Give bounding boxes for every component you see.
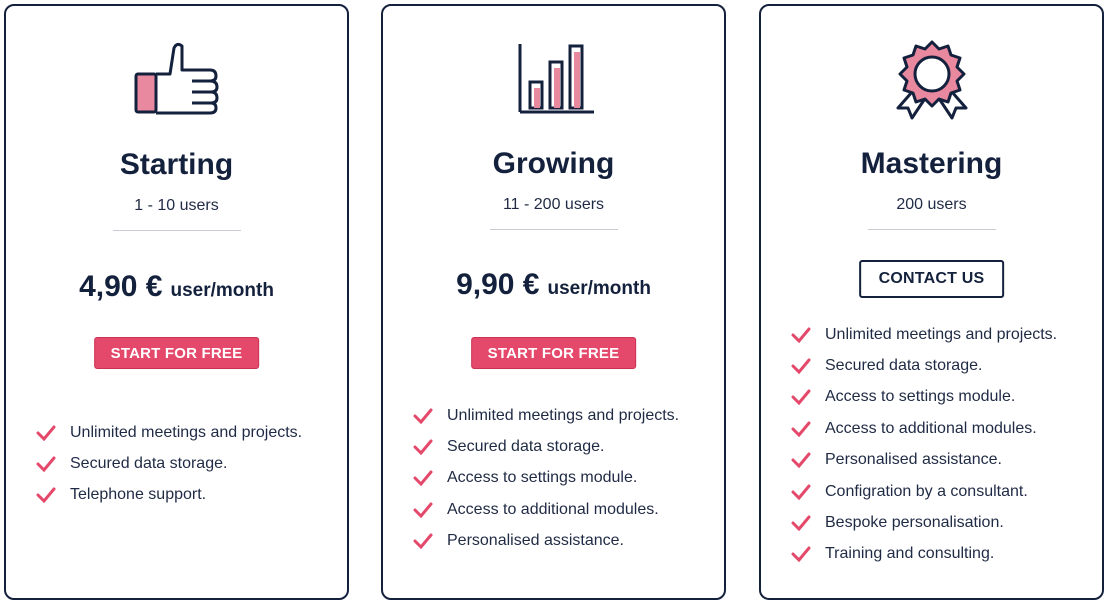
check-icon — [791, 546, 811, 563]
feature-list: Unlimited meetings and projects. Secured… — [791, 319, 1092, 570]
start-for-free-button[interactable]: START FOR FREE — [470, 337, 637, 369]
start-for-free-button[interactable]: START FOR FREE — [93, 337, 260, 369]
bar-chart-icon — [518, 44, 594, 114]
feature-text: Access to settings module. — [825, 388, 1016, 406]
feature-text: Personalised assistance. — [825, 451, 1002, 469]
list-item: Training and consulting. — [791, 539, 1092, 570]
feature-text: Bespoke personalisation. — [825, 514, 1004, 532]
list-item: Unlimited meetings and projects. — [36, 417, 337, 448]
feature-text: Access to additional modules. — [825, 419, 1037, 437]
feature-text: Training and consulting. — [825, 545, 995, 563]
price-row: 4,90 € user/month — [6, 270, 347, 304]
feature-text: Access to settings module. — [447, 469, 638, 487]
feature-text: Unlimited meetings and projects. — [825, 325, 1058, 343]
price-amount: 4,90 € — [79, 270, 163, 303]
list-item: Secured data storage. — [413, 431, 714, 462]
feature-text: Configration by a consultant. — [825, 482, 1028, 500]
check-icon — [791, 515, 811, 532]
list-item: Unlimited meetings and projects. — [791, 319, 1092, 350]
divider — [867, 229, 996, 230]
price-amount: 9,90 € — [456, 268, 540, 301]
plan-card-growing: Growing 11 - 200 users 9,90 € user/month … — [381, 4, 726, 600]
list-item: Access to additional modules. — [791, 413, 1092, 444]
list-item: Unlimited meetings and projects. — [413, 400, 714, 431]
plan-title: Mastering — [860, 147, 1003, 180]
feature-list: Unlimited meetings and projects. Secured… — [36, 417, 337, 511]
check-icon — [413, 470, 433, 487]
check-icon — [791, 484, 811, 500]
plan-card-starting: Starting 1 - 10 users 4,90 € user/month S… — [4, 4, 349, 600]
list-item: Access to settings module. — [413, 463, 714, 494]
list-item: Personalised assistance. — [413, 526, 714, 557]
divider — [112, 230, 241, 231]
check-icon — [791, 389, 811, 406]
award-badge-icon — [896, 40, 967, 120]
plan-title: Growing — [492, 147, 615, 180]
check-icon — [36, 425, 56, 441]
thumbs-up-icon — [134, 42, 218, 115]
list-item: Configration by a consultant. — [791, 476, 1092, 507]
check-icon — [36, 487, 56, 504]
plan-users: 200 users — [896, 196, 967, 213]
check-icon — [413, 502, 433, 518]
price-row: 9,90 € user/month — [383, 268, 724, 302]
feature-text: Personalised assistance. — [447, 532, 624, 550]
check-icon — [791, 327, 811, 343]
list-item: Personalised assistance. — [791, 445, 1092, 476]
feature-text: Unlimited meetings and projects. — [447, 406, 680, 424]
list-item: Secured data storage. — [791, 350, 1092, 381]
plan-card-mastering: Mastering 200 users CONTACT US Unlimited… — [759, 4, 1104, 600]
plan-title: Starting — [119, 148, 234, 181]
feature-text: Unlimited meetings and projects. — [70, 423, 303, 441]
price-unit: user/month — [170, 280, 274, 301]
contact-us-button[interactable]: CONTACT US — [858, 260, 1005, 298]
list-item: Telephone support. — [36, 480, 337, 511]
check-icon — [413, 533, 433, 550]
plan-users: 11 - 200 users — [502, 196, 605, 213]
feature-text: Telephone support. — [70, 486, 207, 504]
check-icon — [791, 421, 811, 437]
feature-text: Secured data storage. — [70, 455, 228, 473]
feature-list: Unlimited meetings and projects. Secured… — [413, 400, 714, 557]
feature-text: Secured data storage. — [447, 438, 605, 456]
list-item: Secured data storage. — [36, 448, 337, 479]
divider — [489, 229, 618, 230]
plan-users: 1 - 10 users — [134, 197, 219, 214]
feature-text: Secured data storage. — [825, 357, 983, 375]
feature-text: Access to additional modules. — [447, 500, 659, 518]
list-item: Access to settings module. — [791, 382, 1092, 413]
list-item: Access to additional modules. — [413, 494, 714, 525]
check-icon — [791, 358, 811, 375]
check-icon — [791, 452, 811, 469]
check-icon — [413, 439, 433, 456]
check-icon — [413, 408, 433, 424]
price-unit: user/month — [547, 278, 651, 299]
check-icon — [36, 456, 56, 473]
list-item: Bespoke personalisation. — [791, 507, 1092, 538]
